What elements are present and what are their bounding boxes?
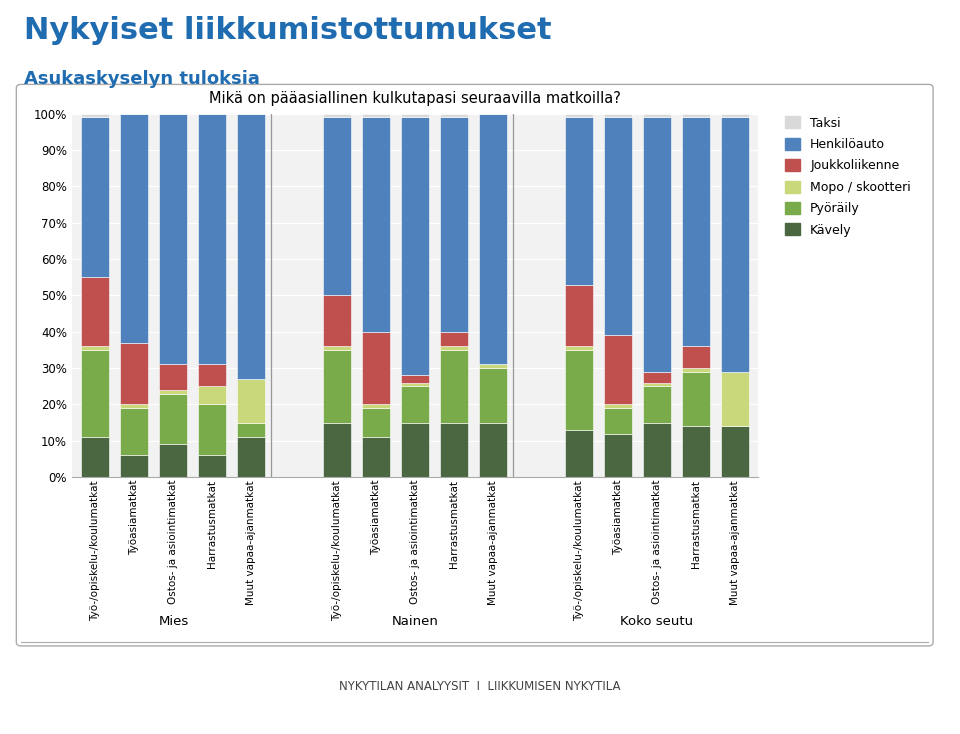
Bar xyxy=(604,117,632,335)
Bar xyxy=(604,408,632,434)
Title: Mikä on pääasiallinen kulkutapasi seuraavilla matkoilla?: Mikä on pääasiallinen kulkutapasi seuraa… xyxy=(209,91,621,106)
Bar xyxy=(199,114,227,365)
Text: Nainen: Nainen xyxy=(392,614,439,628)
Bar xyxy=(479,365,507,368)
Bar xyxy=(362,332,390,404)
Bar xyxy=(721,426,749,477)
Bar xyxy=(324,350,351,423)
Bar xyxy=(159,393,187,444)
Bar xyxy=(401,114,429,117)
Bar xyxy=(237,114,265,379)
Bar xyxy=(199,455,227,477)
Bar xyxy=(324,114,351,117)
Bar xyxy=(604,335,632,404)
Bar xyxy=(440,350,468,423)
Bar xyxy=(440,332,468,346)
Bar xyxy=(401,386,429,423)
Bar xyxy=(159,365,187,390)
Bar xyxy=(120,114,149,343)
Bar xyxy=(682,426,710,477)
Bar xyxy=(82,437,109,477)
Bar xyxy=(120,343,149,404)
Bar xyxy=(159,390,187,393)
Bar xyxy=(564,285,593,346)
Bar xyxy=(82,114,109,117)
Bar xyxy=(643,386,671,423)
Bar xyxy=(440,117,468,332)
Bar xyxy=(120,404,149,408)
Text: Mies: Mies xyxy=(158,614,188,628)
Bar xyxy=(159,444,187,477)
Bar xyxy=(401,382,429,386)
Bar xyxy=(401,117,429,375)
Bar xyxy=(643,382,671,386)
Bar xyxy=(564,114,593,117)
Bar xyxy=(682,114,710,117)
Bar xyxy=(564,350,593,430)
Bar xyxy=(440,114,468,117)
Bar xyxy=(82,117,109,277)
Bar xyxy=(682,368,710,371)
Bar xyxy=(82,277,109,346)
Bar xyxy=(721,117,749,371)
Bar xyxy=(643,114,671,117)
Bar xyxy=(120,408,149,455)
Bar xyxy=(362,404,390,408)
Bar xyxy=(479,114,507,365)
Bar xyxy=(120,455,149,477)
Bar xyxy=(440,423,468,477)
Bar xyxy=(564,346,593,350)
Bar xyxy=(401,375,429,382)
Text: Nykyiset liikkumistottumukset: Nykyiset liikkumistottumukset xyxy=(24,16,552,46)
Bar xyxy=(682,346,710,368)
Bar xyxy=(362,114,390,117)
Bar xyxy=(721,371,749,426)
Legend: Taksi, Henkilöauto, Joukkoliikenne, Mopo / skootteri, Pyöräily, Kävely: Taksi, Henkilöauto, Joukkoliikenne, Mopo… xyxy=(785,117,911,236)
Bar xyxy=(604,114,632,117)
Bar xyxy=(643,371,671,382)
Bar xyxy=(479,368,507,423)
Bar xyxy=(324,296,351,346)
Bar xyxy=(682,371,710,426)
Bar xyxy=(721,114,749,117)
Bar xyxy=(362,117,390,332)
Bar xyxy=(643,423,671,477)
Bar xyxy=(237,379,265,423)
Bar xyxy=(237,423,265,437)
Bar xyxy=(362,437,390,477)
Bar xyxy=(604,404,632,408)
Bar xyxy=(199,386,227,404)
Bar xyxy=(564,430,593,477)
Bar xyxy=(440,346,468,350)
Text: Asukaskyselyn tuloksia: Asukaskyselyn tuloksia xyxy=(24,70,260,88)
Bar xyxy=(237,437,265,477)
Bar xyxy=(564,117,593,285)
Bar xyxy=(604,434,632,477)
Bar xyxy=(159,114,187,365)
Bar xyxy=(82,346,109,350)
Bar xyxy=(324,346,351,350)
Bar xyxy=(362,408,390,437)
Text: Koko seutu: Koko seutu xyxy=(620,614,693,628)
Bar xyxy=(401,423,429,477)
Bar xyxy=(199,365,227,386)
Bar xyxy=(682,117,710,346)
Bar xyxy=(479,423,507,477)
Text: NYKYTILAN ANALYYSIT  I  LIIKKUMISEN NYKYTILA: NYKYTILAN ANALYYSIT I LIIKKUMISEN NYKYTI… xyxy=(339,680,621,693)
Bar xyxy=(324,117,351,296)
Bar xyxy=(199,404,227,455)
Bar xyxy=(82,350,109,437)
Bar xyxy=(324,423,351,477)
Bar xyxy=(643,117,671,371)
